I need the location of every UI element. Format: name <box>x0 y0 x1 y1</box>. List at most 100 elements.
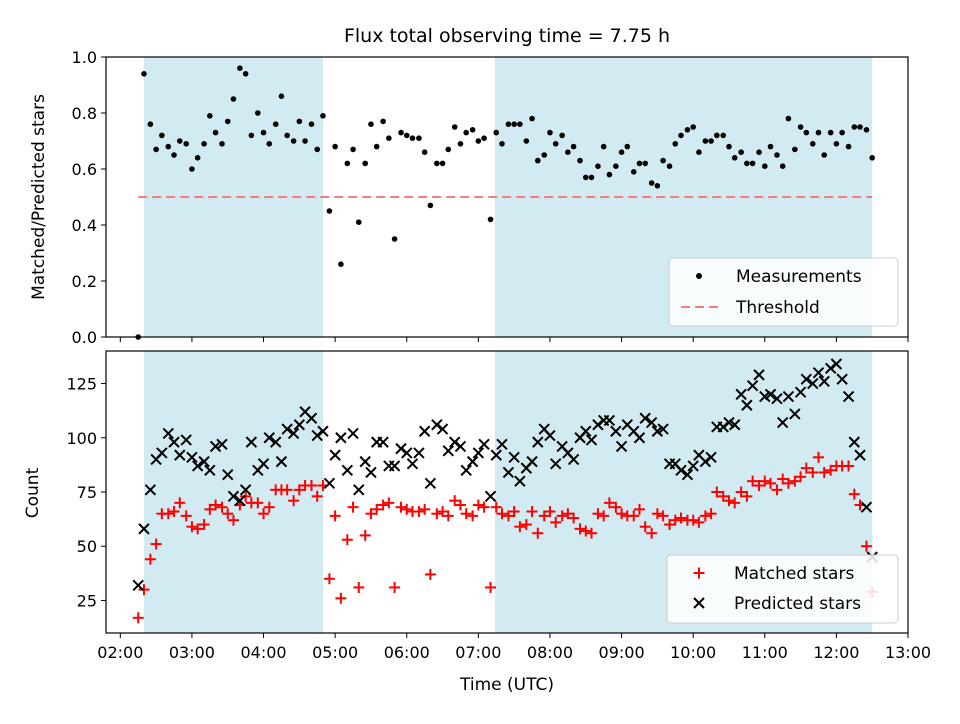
matched-star-point <box>347 501 359 513</box>
ratio-legend-box <box>668 257 899 327</box>
count-ytick-label: 25 <box>77 591 97 610</box>
measurement-point <box>690 124 696 130</box>
measurement-point <box>147 121 154 127</box>
matched-star-point <box>651 508 663 520</box>
matched-star-point <box>467 510 479 522</box>
ratio-ytick-label: 0.6 <box>72 160 97 179</box>
matched-star-point <box>777 473 789 485</box>
matched-star-point <box>240 490 252 502</box>
predicted-star-point <box>186 451 198 463</box>
matched-star-point <box>281 484 293 496</box>
matched-star-point <box>735 486 747 498</box>
count-xtick-label: 05:00 <box>312 643 358 662</box>
matched-star-point <box>258 508 270 520</box>
measurement-point <box>660 157 666 164</box>
measurement-point <box>863 127 870 133</box>
measurement-point <box>380 118 386 125</box>
measurement-point <box>153 146 159 153</box>
matched-star-point <box>138 584 150 596</box>
matched-star-point <box>610 501 622 513</box>
predicted-star-point <box>209 440 222 453</box>
count-ylabel: Count <box>23 467 43 518</box>
predicted-star-point <box>657 423 669 435</box>
measurement-point <box>767 143 774 150</box>
count-xtick-label: 07:00 <box>455 643 501 662</box>
legend-matched-marker <box>693 567 705 579</box>
predicted-star-point <box>782 390 795 403</box>
matched-star-point <box>664 519 676 531</box>
predicted-star-point <box>753 369 765 381</box>
predicted-star-point <box>347 427 359 440</box>
measurement-point <box>636 160 643 167</box>
matched-star-point <box>485 581 497 593</box>
matched-star-point <box>442 510 454 522</box>
measurement-point <box>451 124 458 130</box>
predicted-star-point <box>245 436 258 448</box>
count-legend: Matched stars Predicted stars <box>666 554 899 624</box>
matched-star-point <box>263 501 275 513</box>
matched-star-point <box>753 479 765 491</box>
matched-star-point <box>514 521 526 533</box>
predicted-star-point <box>234 494 246 507</box>
measurement-point <box>565 149 571 155</box>
measurement-point <box>726 143 732 150</box>
matched-star-point <box>807 466 819 478</box>
measurement-point <box>595 163 601 169</box>
measurement-point <box>642 160 649 167</box>
measurement-point <box>827 129 834 136</box>
measurement-point <box>517 121 523 127</box>
count-xtick-label: 06:00 <box>384 643 430 662</box>
measurement-point <box>463 129 469 136</box>
predicted-star-point <box>830 358 843 370</box>
matched-star-point <box>293 484 305 496</box>
count-xtick-label: 04:00 <box>240 643 286 662</box>
measurement-point <box>284 132 290 139</box>
matched-star-point <box>341 534 353 546</box>
measurement-point <box>326 208 333 214</box>
predicted-star-point <box>317 425 329 437</box>
chart-title: Flux total observing time = 7.75 h <box>344 25 670 47</box>
matched-star-point <box>717 490 729 502</box>
matched-star-point <box>848 488 860 500</box>
predicted-star-point <box>771 393 783 405</box>
matched-star-point <box>288 495 300 507</box>
measurement-point <box>523 138 530 144</box>
measurement-point <box>869 155 875 161</box>
matched-star-point <box>496 508 508 520</box>
predicted-star-point <box>377 436 389 448</box>
measurement-point <box>570 143 577 150</box>
predicted-star-point <box>484 490 497 503</box>
measurement-point <box>731 155 738 161</box>
matched-star-point <box>741 490 753 502</box>
count-xtick-label: 11:00 <box>742 643 788 662</box>
matched-star-point <box>329 510 341 522</box>
matched-star-point <box>544 506 556 518</box>
measurement-point <box>219 141 225 147</box>
predicted-star-point <box>323 477 336 490</box>
measurement-point <box>302 138 308 144</box>
matched-star-point <box>502 510 514 522</box>
matched-star-point <box>580 525 592 537</box>
matched-star-point <box>633 503 645 515</box>
measurement-point <box>702 138 709 144</box>
predicted-star-point <box>156 447 168 459</box>
matched-star-point <box>646 527 658 539</box>
measurement-point <box>230 96 237 102</box>
predicted-star-point <box>549 458 562 470</box>
predicted-star-point <box>776 416 789 429</box>
predicted-star-point <box>239 484 252 496</box>
count-ytick-label: 75 <box>77 483 97 502</box>
matched-star-point <box>657 510 669 522</box>
measurement-point <box>774 152 780 158</box>
predicted-star-point <box>687 460 699 472</box>
matched-star-point <box>639 521 651 533</box>
measurement-point <box>391 236 398 242</box>
measurement-point <box>314 146 321 153</box>
measurement-point <box>582 174 589 181</box>
matched-star-point <box>419 503 431 515</box>
predicted-star-point <box>341 464 354 477</box>
matched-star-point <box>204 503 216 515</box>
predicted-star-point <box>729 419 741 431</box>
matched-star-point <box>311 490 323 502</box>
predicted-star-point <box>812 366 825 379</box>
